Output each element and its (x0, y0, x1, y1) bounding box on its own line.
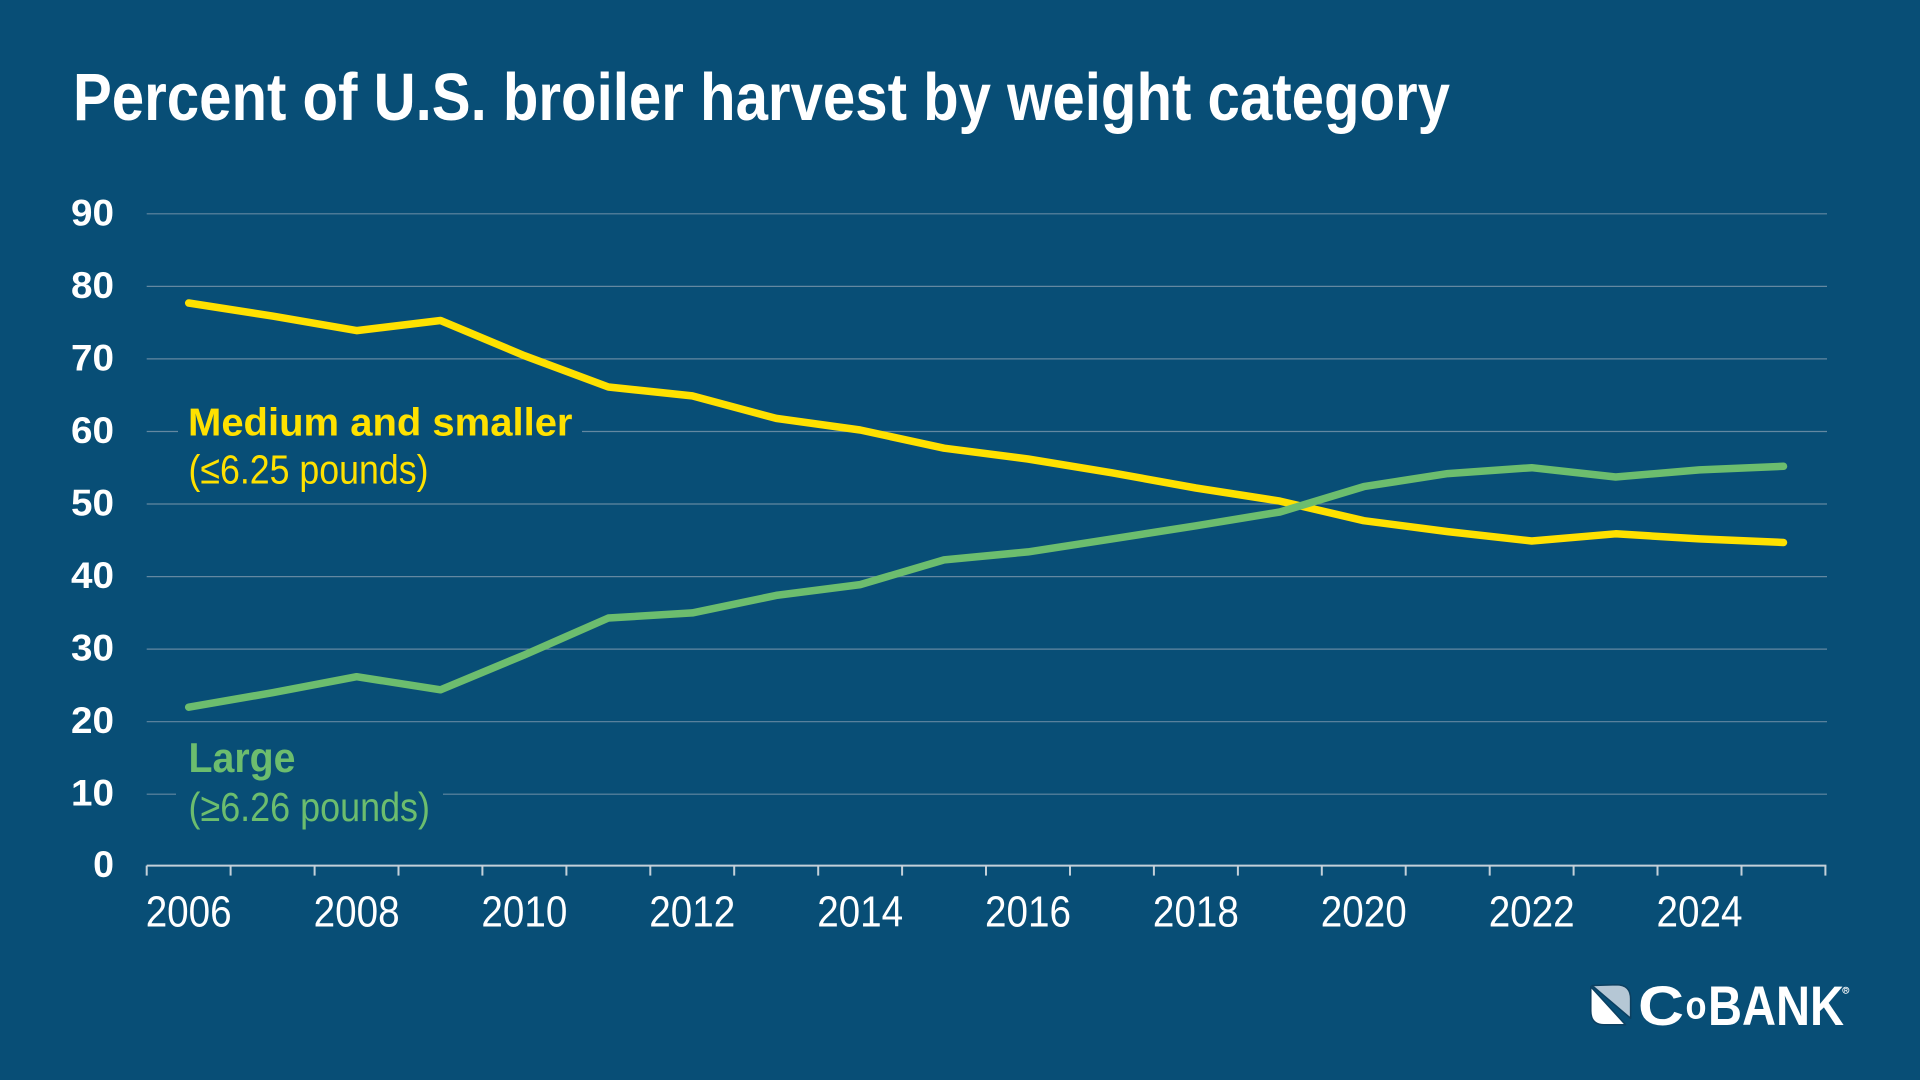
svg-text:10: 10 (71, 772, 114, 814)
svg-text:20: 20 (71, 699, 114, 741)
svg-text:BANK: BANK (1708, 974, 1844, 1037)
svg-text:Large: Large (189, 734, 296, 781)
svg-text:50: 50 (71, 482, 114, 524)
svg-text:2006: 2006 (146, 888, 232, 937)
svg-text:2024: 2024 (1657, 888, 1743, 937)
svg-text:2010: 2010 (481, 888, 567, 937)
svg-text:2020: 2020 (1321, 888, 1407, 937)
svg-text:0: 0 (93, 843, 114, 885)
svg-text:o: o (1686, 985, 1707, 1028)
svg-text:30: 30 (71, 627, 114, 669)
svg-text:2008: 2008 (314, 888, 400, 937)
svg-text:Medium and smaller: Medium and smaller (188, 402, 573, 445)
svg-text:(≤6.25 pounds): (≤6.25 pounds) (189, 447, 429, 493)
svg-text:80: 80 (71, 264, 114, 306)
svg-text:2016: 2016 (985, 888, 1071, 937)
svg-text:40: 40 (71, 554, 114, 596)
svg-text:60: 60 (71, 409, 114, 451)
svg-text:(≥6.26 pounds): (≥6.26 pounds) (189, 784, 431, 830)
svg-text:70: 70 (71, 336, 114, 378)
svg-text:90: 90 (71, 191, 114, 233)
svg-text:2018: 2018 (1153, 888, 1239, 937)
svg-text:2022: 2022 (1489, 888, 1575, 937)
svg-text:2012: 2012 (649, 888, 735, 937)
svg-text:Percent of U.S. broiler harves: Percent of U.S. broiler harvest by weigh… (73, 60, 1450, 135)
svg-text:C: C (1638, 974, 1684, 1037)
svg-text:2014: 2014 (817, 888, 903, 937)
